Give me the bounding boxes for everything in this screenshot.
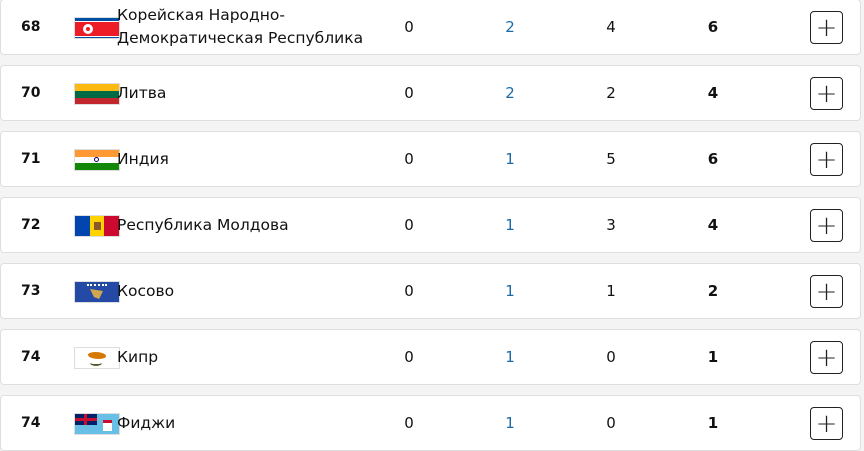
rank: 71 [21, 151, 41, 167]
plus-icon: + [815, 342, 838, 373]
bronze-count: 4 [606, 18, 616, 36]
expand-button[interactable]: + [810, 407, 843, 440]
india-flag-icon [74, 149, 120, 171]
bronze-count: 1 [606, 282, 616, 300]
gold-count: 0 [404, 216, 414, 234]
total-count: 1 [707, 414, 719, 432]
total-count: 4 [707, 84, 719, 102]
rank: 74 [21, 349, 41, 365]
expand-button[interactable]: + [810, 209, 843, 242]
plus-icon: + [815, 144, 838, 175]
country-name[interactable]: Индия [117, 149, 169, 168]
bronze-count: 0 [606, 414, 616, 432]
kosovo-flag-icon [74, 281, 120, 303]
rank: 68 [21, 19, 41, 35]
gold-count: 0 [404, 84, 414, 102]
total-count: 6 [707, 150, 719, 168]
silver-count: 2 [505, 18, 515, 36]
plus-icon: + [815, 408, 838, 439]
silver-count: 1 [505, 348, 515, 366]
gold-count: 0 [404, 282, 414, 300]
country-name[interactable]: Кипр [117, 347, 159, 366]
silver-count: 1 [505, 414, 515, 432]
country-name[interactable]: Литва [117, 83, 167, 102]
table-row: 73 Косово 0 1 1 2 + [0, 263, 861, 319]
lithuania-flag-icon [74, 83, 120, 105]
moldova-flag-icon [74, 215, 120, 237]
plus-icon: + [815, 210, 838, 241]
expand-button[interactable]: + [810, 275, 843, 308]
silver-count: 2 [505, 84, 515, 102]
table-row: 68 Корейская Народно-Демократическая Рес… [0, 0, 861, 55]
silver-count: 1 [505, 150, 515, 168]
plus-icon: + [815, 78, 838, 109]
cyprus-flag-icon [74, 347, 120, 369]
table-row: 71 Индия 0 1 5 6 + [0, 131, 861, 187]
gold-count: 0 [404, 150, 414, 168]
total-count: 4 [707, 216, 719, 234]
silver-count: 1 [505, 282, 515, 300]
total-count: 2 [707, 282, 719, 300]
gold-count: 0 [404, 414, 414, 432]
bronze-count: 0 [606, 348, 616, 366]
expand-button[interactable]: + [810, 341, 843, 374]
expand-button[interactable]: + [810, 11, 843, 44]
plus-icon: + [815, 276, 838, 307]
table-row: 74 Кипр 0 1 0 1 + [0, 329, 861, 385]
fiji-flag-icon [74, 413, 120, 435]
country-name[interactable]: Республика Молдова [117, 215, 289, 234]
bronze-count: 3 [606, 216, 616, 234]
rank: 74 [21, 415, 41, 431]
gold-count: 0 [404, 348, 414, 366]
rank: 70 [21, 85, 41, 101]
country-name[interactable]: Фиджи [117, 413, 176, 432]
expand-button[interactable]: + [810, 77, 843, 110]
table-row: 72 Республика Молдова 0 1 3 4 + [0, 197, 861, 253]
bronze-count: 2 [606, 84, 616, 102]
country-name[interactable]: Косово [117, 281, 175, 300]
silver-count: 1 [505, 216, 515, 234]
gold-count: 0 [404, 18, 414, 36]
total-count: 6 [707, 18, 719, 36]
country-name[interactable]: Корейская Народно-Демократическая Респуб… [117, 6, 364, 47]
rank: 72 [21, 217, 41, 233]
table-row: 74 Фиджи 0 1 0 1 + [0, 395, 861, 451]
plus-icon: + [815, 12, 838, 43]
expand-button[interactable]: + [810, 143, 843, 176]
table-row: 70 Литва 0 2 2 4 + [0, 65, 861, 121]
north-korea-flag-icon [74, 17, 120, 39]
bronze-count: 5 [606, 150, 616, 168]
total-count: 1 [707, 348, 719, 366]
rank: 73 [21, 283, 41, 299]
